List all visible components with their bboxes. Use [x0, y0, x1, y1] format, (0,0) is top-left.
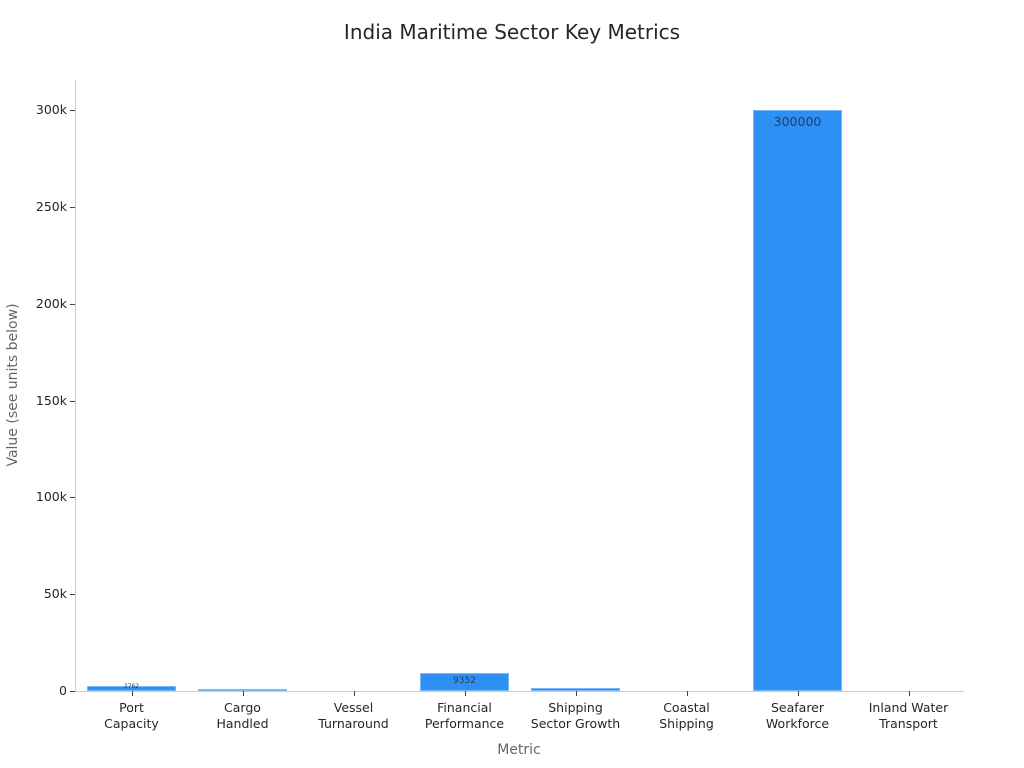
y-tick-label: 150k: [35, 392, 67, 408]
x-tick-label-line: Seafarer: [770, 700, 825, 715]
bar-value-label: 9352: [453, 675, 476, 686]
y-tick: 100k: [0, 490, 75, 504]
x-tick-mark: [242, 691, 244, 696]
y-tick-label: 100k: [35, 489, 67, 505]
x-tick-label: Seafarer Workforce: [743, 700, 853, 732]
y-tick-label: 50k: [43, 586, 67, 602]
y-tick-label: 300k: [35, 102, 67, 117]
x-axis-line: [75, 691, 964, 692]
x-tick-mark: [797, 691, 799, 696]
y-tick-mark: [70, 594, 75, 596]
y-tick-label: 0: [59, 683, 67, 698]
x-tick-label-line: Cargo: [224, 700, 261, 715]
x-tick-label: Shipping Sector Growth: [521, 700, 631, 732]
y-axis-line: [75, 80, 76, 692]
x-tick-label-line: Turnaround: [318, 716, 389, 731]
y-tick: 250k: [0, 198, 75, 214]
y-tick-mark: [70, 400, 75, 402]
y-tick-mark: [70, 691, 75, 692]
y-tick: 0: [0, 684, 75, 698]
x-tick-mark: [908, 691, 910, 696]
x-tick-label-line: Performance: [424, 716, 505, 731]
x-tick-label-line: Coastal: [663, 700, 710, 715]
y-tick: 150k: [0, 392, 75, 408]
x-axis-label: Metric: [497, 742, 541, 758]
x-tick-label-line: Financial: [437, 700, 492, 715]
x-tick-label-line: Port: [119, 700, 144, 715]
bar[interactable]: [531, 688, 620, 691]
x-tick-mark: [575, 691, 577, 696]
y-axis-label: Value (see units below): [5, 303, 21, 467]
y-tick-mark: [70, 497, 75, 499]
x-tick-label: Vessel Turnaround: [299, 700, 409, 732]
x-tick-label-line: Shipping: [548, 700, 603, 715]
y-tick-mark: [70, 110, 75, 111]
y-tick-mark: [70, 206, 75, 208]
bar-value-label: 300000: [773, 114, 822, 129]
x-tick-label-line: Transport: [879, 716, 938, 731]
bar-value-label: 2762: [123, 682, 140, 690]
y-tick: 300k: [0, 103, 75, 117]
chart-title: India Maritime Sector Key Metrics: [343, 20, 681, 44]
x-tick-label: Coastal Shipping: [632, 700, 742, 732]
x-tick-label-line: Workforce: [765, 716, 830, 731]
x-tick-mark: [353, 691, 355, 696]
x-tick-label: Inland Water Transport: [854, 700, 964, 732]
y-tick-label: 250k: [35, 198, 67, 214]
y-tick: 50k: [0, 587, 75, 601]
x-tick-label-line: Handled: [216, 716, 269, 731]
bar[interactable]: [198, 689, 287, 692]
x-tick-label: Financial Performance: [410, 700, 520, 732]
x-tick-label: Port Capacity: [77, 700, 187, 732]
x-tick-label-line: Vessel: [333, 700, 374, 715]
y-tick-label: 200k: [35, 295, 67, 311]
x-tick-label-line: Shipping: [659, 716, 714, 731]
x-tick-mark: [131, 691, 133, 696]
y-tick: 200k: [0, 295, 75, 311]
bar[interactable]: 2762: [87, 682, 176, 691]
bar[interactable]: 9352: [420, 672, 509, 691]
x-tick-mark: [686, 691, 688, 696]
x-tick-label-line: Sector Growth: [530, 716, 621, 731]
bar[interactable]: 300000: [753, 110, 842, 691]
y-tick-mark: [70, 303, 75, 305]
x-tick-label-line: Capacity: [104, 716, 159, 731]
x-tick-label-line: Inland Water: [868, 700, 949, 715]
x-tick-label: Cargo Handled: [188, 700, 298, 732]
x-tick-mark: [464, 691, 466, 696]
